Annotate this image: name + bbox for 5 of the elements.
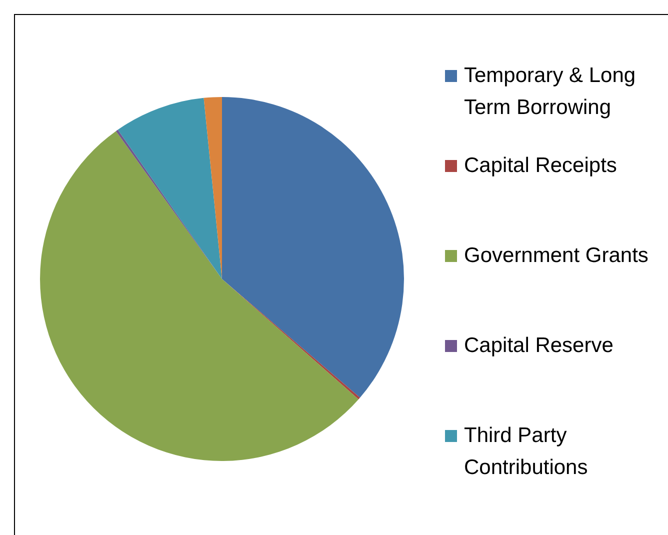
- legend-label: Capital Receipts: [464, 153, 617, 179]
- legend-label: Temporary & Long Term Borrowing: [464, 63, 637, 121]
- legend-label: Capital Reserve: [464, 333, 614, 359]
- legend-label: Government Grants: [464, 243, 648, 269]
- legend-label: Third Party Contributions: [464, 423, 589, 481]
